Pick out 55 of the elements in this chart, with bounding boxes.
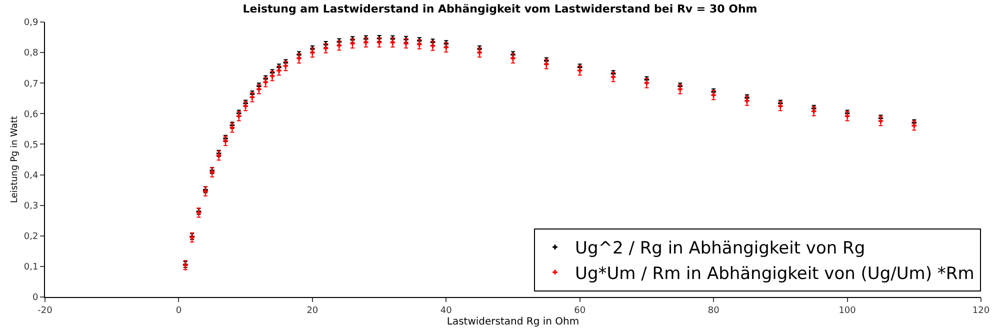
point	[844, 114, 850, 119]
point	[577, 68, 582, 73]
point	[276, 68, 282, 73]
x-tick-label: 80	[708, 306, 720, 316]
point	[477, 50, 482, 55]
point	[744, 98, 750, 104]
point	[404, 40, 408, 46]
point	[417, 42, 422, 47]
point	[912, 123, 917, 128]
x-tick-label: 100	[838, 306, 856, 316]
y-tick-label: 0,7	[24, 79, 38, 90]
point	[364, 40, 368, 45]
point	[263, 80, 268, 85]
point	[711, 92, 716, 98]
x-tick-label: 20	[306, 306, 318, 316]
x-tick-label: 0	[176, 306, 182, 316]
point	[510, 56, 516, 61]
legend-label: Ug^2 / Rg in Abhängigkeit von Rg	[575, 238, 866, 259]
chart-title: Leistung am Lastwiderstand in Abhängigkeit vom Lastwiderstand bei Rv = 30 Ohm	[242, 2, 758, 16]
point	[236, 114, 242, 119]
y-tick-label: 0,5	[24, 140, 38, 150]
point	[223, 138, 228, 144]
point	[444, 44, 449, 50]
point	[678, 86, 683, 92]
x-tick-label: 60	[574, 306, 586, 316]
y-tick-label: 0,4	[24, 170, 38, 181]
y-tick-label: 0,3	[24, 201, 38, 212]
y-axis-title: Leistung Pg in Watt	[10, 116, 20, 204]
point	[270, 74, 275, 78]
point	[811, 108, 816, 114]
y-tick-label: 0	[32, 293, 38, 304]
point	[296, 56, 302, 61]
point	[310, 50, 315, 55]
point	[283, 64, 288, 68]
x-axis-title: Lastwiderstand Rg in Ohm	[446, 316, 580, 328]
y-tick-label: 0,6	[24, 110, 38, 120]
x-tick-label: -20	[38, 306, 53, 316]
point	[610, 74, 616, 80]
point	[390, 40, 396, 45]
point	[376, 40, 382, 45]
point	[878, 118, 884, 124]
y-tick-label: 0,1	[24, 262, 38, 273]
y-tick-label: 0,2	[24, 232, 38, 242]
y-tick-label: 0,9	[24, 18, 38, 28]
legend-label: Ug*Um / Rm in Abhängigkeit von (Ug/Um) *Rm	[575, 264, 974, 284]
x-tick-label: 40	[440, 306, 452, 316]
x-tick-label: 120	[972, 306, 990, 316]
point	[256, 86, 262, 92]
point	[350, 40, 355, 46]
point	[336, 43, 342, 48]
point	[243, 104, 248, 108]
point	[778, 104, 783, 108]
point	[544, 62, 549, 67]
point	[644, 80, 650, 86]
y-tick-label: 0,8	[24, 48, 38, 59]
